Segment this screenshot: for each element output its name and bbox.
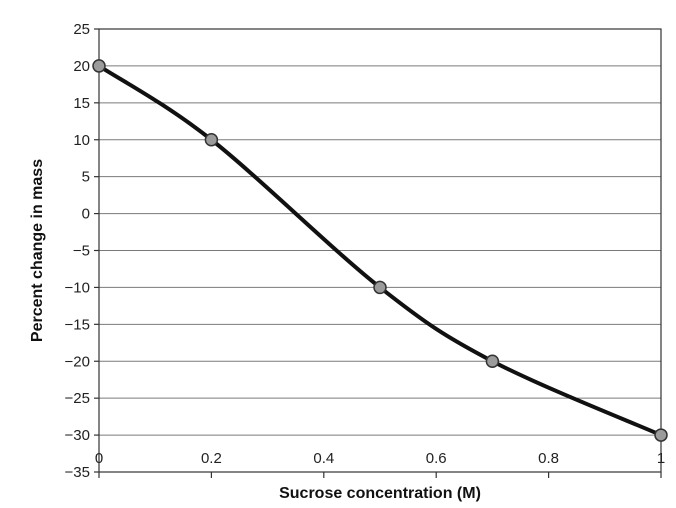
y-tick-label: 10 [73, 132, 90, 149]
x-tick-label: 0.2 [201, 450, 222, 467]
x-tick-label: 0.4 [313, 450, 334, 467]
x-tick-label: 0.8 [538, 450, 559, 467]
y-tick-label: 15 [73, 95, 90, 112]
data-point [92, 59, 106, 73]
x-tick-label: 0 [95, 450, 103, 467]
y-tick-label: 25 [73, 21, 90, 38]
y-tick-label: −15 [65, 316, 90, 333]
x-tick-label: 1 [657, 450, 665, 467]
y-tick-label: 0 [82, 206, 90, 223]
y-tick-label: 5 [82, 169, 90, 186]
y-tick-label: −25 [65, 390, 90, 407]
data-point [654, 428, 668, 442]
y-tick-label: −20 [65, 353, 90, 370]
x-axis-ticks: 0 0.2 0.4 0.6 0.8 1 [95, 450, 665, 478]
y-tick-label: −35 [65, 464, 90, 481]
y-tick-label: −5 [73, 243, 90, 260]
data-point [373, 280, 387, 295]
grid-lines [99, 65, 661, 436]
data-point [204, 133, 219, 147]
y-axis-title: Percent change in mass [29, 159, 46, 342]
data-points [92, 59, 668, 442]
data-point [485, 354, 500, 368]
y-tick-label: −10 [65, 279, 90, 296]
y-tick-label: 20 [73, 58, 90, 75]
x-tick-label: 0.6 [426, 450, 447, 467]
x-axis-title: Sucrose concentration (M) [279, 485, 481, 502]
y-axis-ticks: 25 20 15 10 5 0 −5 −10 −15 −20 −25 −30 −35 [65, 21, 99, 481]
y-tick-label: −30 [65, 427, 90, 444]
